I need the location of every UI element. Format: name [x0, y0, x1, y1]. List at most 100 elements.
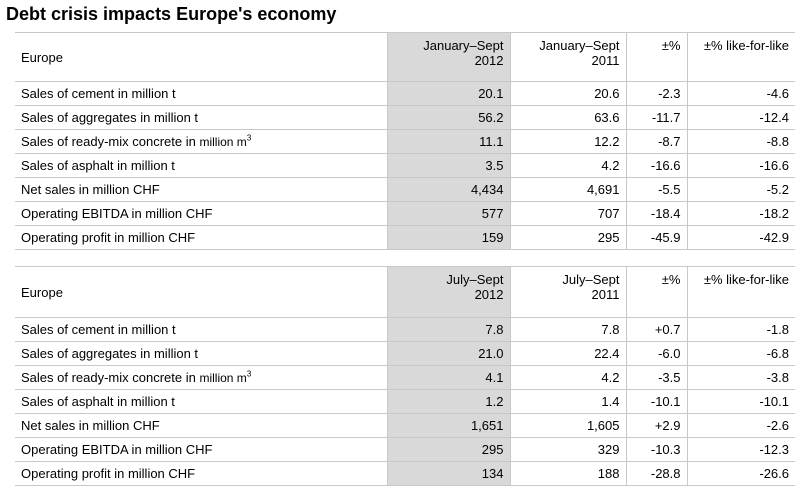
period-2011-header: July–Sept 2011 — [510, 266, 627, 318]
table-row: Sales of asphalt in million t 3.5 4.2 -16.6… — [15, 153, 795, 178]
table-header-row: Europe January–Sept 2012 January–Sept 2011… — [15, 32, 795, 82]
row-label-text: Net sales in million CHF — [21, 182, 160, 197]
region-header: Europe — [15, 266, 388, 318]
row-label-text: Operating profit in million CHF — [21, 230, 196, 245]
change-header: ±% — [626, 266, 688, 318]
unit-superscript: 3 — [246, 369, 252, 379]
period-2012-header: July–Sept 2012 — [387, 266, 511, 318]
table-row: Sales of aggregates in million t 21.0 22.4… — [15, 341, 795, 366]
unit-text: million m — [199, 371, 247, 385]
value-2011-cell: 295 — [510, 225, 627, 250]
change-cell: -10.3 — [626, 437, 688, 462]
table-row: Operating profit in million CHF 134 188 -28… — [15, 461, 795, 486]
value-2012-cell: 159 — [387, 225, 511, 250]
table-row: Operating EBITDA in million CHF 295 329 -10… — [15, 437, 795, 462]
period-label: July–Sept — [446, 272, 504, 287]
region-header: Europe — [15, 32, 388, 82]
row-label-text: Operating EBITDA in million CHF — [21, 442, 213, 457]
value-2011-cell: 1,605 — [510, 413, 627, 438]
lfl-change-cell: -42.9 — [687, 225, 795, 250]
lfl-change-cell: -4.6 — [687, 81, 795, 106]
year-label: 2012 — [474, 53, 504, 68]
value-2011-cell: 20.6 — [510, 81, 627, 106]
value-2012-cell: 1,651 — [387, 413, 511, 438]
value-2012-cell: 4.1 — [387, 365, 511, 390]
period-label: January–Sept — [423, 38, 504, 53]
row-label: Sales of aggregates in million t — [15, 341, 388, 366]
value-2012-cell: 56.2 — [387, 105, 511, 130]
table-header-row: Europe July–Sept 2012 July–Sept 2011 ±% ±%… — [15, 266, 795, 318]
change-cell: +2.9 — [626, 413, 688, 438]
table-row: Sales of cement in million t 7.8 7.8 +0.7 -1… — [15, 317, 795, 342]
lfl-change-cell: -12.4 — [687, 105, 795, 130]
row-label: Sales of ready-mix concrete in million m… — [15, 365, 388, 390]
year-label: 2011 — [591, 287, 620, 302]
table-row: Operating EBITDA in million CHF 577 707 -18… — [15, 201, 795, 226]
row-label: Operating profit in million CHF — [15, 461, 388, 486]
row-label: Sales of asphalt in million t — [15, 153, 388, 178]
table-row: Operating profit in million CHF 159 295 -45… — [15, 225, 795, 250]
row-label-text: Sales of cement in million t — [21, 322, 176, 337]
row-label: Sales of cement in million t — [15, 81, 388, 106]
row-label: Sales of cement in million t — [15, 317, 388, 342]
change-cell: -18.4 — [626, 201, 688, 226]
year-label: 2011 — [591, 53, 620, 68]
row-label: Sales of ready-mix concrete in million m… — [15, 129, 388, 154]
lfl-change-cell: -5.2 — [687, 177, 795, 202]
change-cell: -5.5 — [626, 177, 688, 202]
value-2012-cell: 4,434 — [387, 177, 511, 202]
lfl-change-cell: -16.6 — [687, 153, 795, 178]
change-cell: -16.6 — [626, 153, 688, 178]
table-row: Net sales in million CHF 4,434 4,691 -5.5 -5… — [15, 177, 795, 202]
row-label-text: Sales of asphalt in million t — [21, 394, 175, 409]
row-label: Operating EBITDA in million CHF — [15, 201, 388, 226]
year-label: 2012 — [474, 287, 504, 302]
value-2011-cell: 22.4 — [510, 341, 627, 366]
change-cell: +0.7 — [626, 317, 688, 342]
nine-month-table: Europe January–Sept 2012 January–Sept 2011… — [15, 32, 795, 250]
lfl-change-cell: -6.8 — [687, 341, 795, 366]
period-label: January–Sept — [539, 38, 620, 53]
value-2012-cell: 577 — [387, 201, 511, 226]
row-label-text: Operating profit in million CHF — [21, 466, 196, 481]
change-cell: -3.5 — [626, 365, 688, 390]
lfl-change-header: ±% like-for-like — [687, 32, 795, 82]
value-2011-cell: 7.8 — [510, 317, 627, 342]
value-2012-cell: 11.1 — [387, 129, 511, 154]
page-title: Debt crisis impacts Europe's economy — [6, 4, 337, 24]
lfl-change-cell: -10.1 — [687, 389, 795, 414]
row-label-text: Operating EBITDA in million CHF — [21, 206, 213, 221]
lfl-change-cell: -26.6 — [687, 461, 795, 486]
third-quarter-table: Europe July–Sept 2012 July–Sept 2011 ±% ±%… — [15, 266, 795, 486]
table-row: Net sales in million CHF 1,651 1,605 +2.9 -2… — [15, 413, 795, 438]
table-row: Sales of ready-mix concrete in million m… — [15, 365, 795, 390]
value-2012-cell: 134 — [387, 461, 511, 486]
value-2011-cell: 4.2 — [510, 365, 627, 390]
change-cell: -8.7 — [626, 129, 688, 154]
value-2012-cell: 295 — [387, 437, 511, 462]
value-2011-cell: 63.6 — [510, 105, 627, 130]
value-2011-cell: 4,691 — [510, 177, 627, 202]
period-2011-header: January–Sept 2011 — [510, 32, 627, 82]
value-2012-cell: 1.2 — [387, 389, 511, 414]
lfl-change-cell: -12.3 — [687, 437, 795, 462]
value-2012-cell: 3.5 — [387, 153, 511, 178]
row-label-text: Sales of cement in million t — [21, 86, 176, 101]
unit-text: million m — [199, 135, 247, 149]
row-label: Operating EBITDA in million CHF — [15, 437, 388, 462]
lfl-change-cell: -3.8 — [687, 365, 795, 390]
row-label: Net sales in million CHF — [15, 177, 388, 202]
table-row: Sales of ready-mix concrete in million m… — [15, 129, 795, 154]
row-label: Sales of asphalt in million t — [15, 389, 388, 414]
value-2011-cell: 188 — [510, 461, 627, 486]
change-cell: -28.8 — [626, 461, 688, 486]
lfl-change-cell: -2.6 — [687, 413, 795, 438]
value-2011-cell: 4.2 — [510, 153, 627, 178]
table-row: Sales of cement in million t 20.1 20.6 -2.3… — [15, 81, 795, 106]
value-2011-cell: 1.4 — [510, 389, 627, 414]
value-2011-cell: 707 — [510, 201, 627, 226]
value-2012-cell: 20.1 — [387, 81, 511, 106]
change-cell: -45.9 — [626, 225, 688, 250]
lfl-change-cell: -8.8 — [687, 129, 795, 154]
period-2012-header: January–Sept 2012 — [387, 32, 511, 82]
